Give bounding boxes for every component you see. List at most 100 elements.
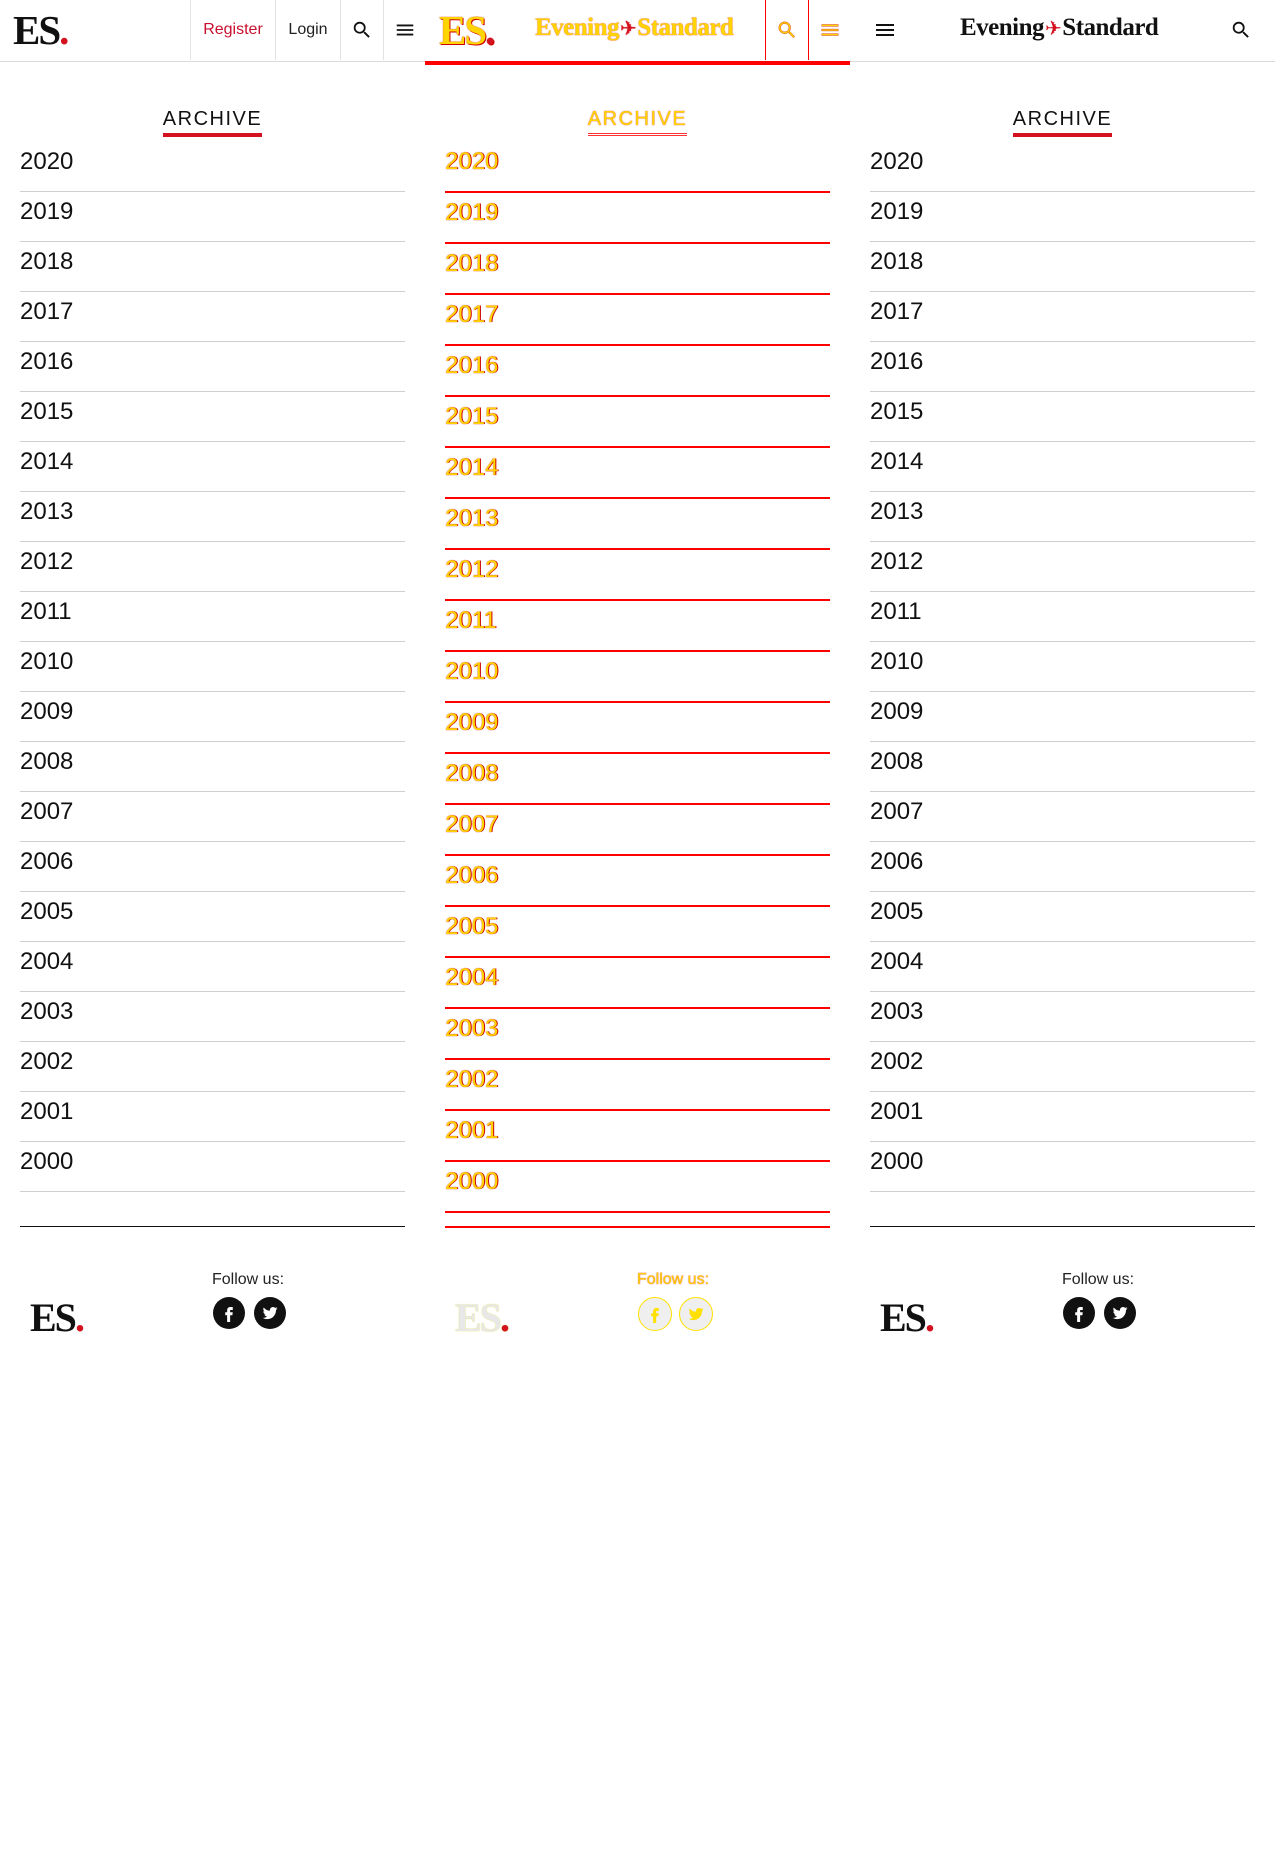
archive-year-link[interactable]: 2015 [20, 392, 405, 442]
archive-year-label: 2010 [445, 658, 499, 685]
archive-year-link[interactable]: 2017 [870, 292, 1255, 342]
menu-button[interactable] [383, 0, 425, 60]
search-button[interactable] [1230, 19, 1252, 41]
menu-button[interactable] [873, 18, 897, 42]
twitter-link[interactable] [254, 1297, 286, 1329]
archive-year-link[interactable]: 2019 [870, 192, 1255, 242]
search-button[interactable] [340, 0, 383, 60]
archive-year-link[interactable]: 2018 [445, 244, 830, 295]
archive-year-link[interactable]: 2011 [870, 592, 1255, 642]
archive-year-link[interactable]: 2002 [870, 1042, 1255, 1092]
archive-year-link[interactable]: 2015 [445, 397, 830, 448]
archive-year-label: 2015 [445, 403, 499, 430]
archive-year-label: 2020 [870, 148, 924, 175]
archive-year-link[interactable]: 2004 [20, 942, 405, 992]
archive-year-link[interactable]: 2008 [870, 742, 1255, 792]
archive-year-list: 2020 2019 2018 2017 2016 2015 2014 2013 2012 2011… [20, 142, 405, 1192]
facebook-link[interactable] [213, 1297, 245, 1329]
archive-year-link[interactable]: 2003 [445, 1009, 830, 1060]
archive-year-link[interactable]: 2014 [445, 448, 830, 499]
archive-year-label: 2001 [870, 1098, 924, 1125]
archive-year-link[interactable]: 2019 [445, 193, 830, 244]
site-footer: ES. Follow us: [850, 1250, 1275, 1370]
archive-year-link[interactable]: 2005 [445, 907, 830, 958]
archive-year-link[interactable]: 2006 [20, 842, 405, 892]
archive-year-link[interactable]: 2006 [445, 856, 830, 907]
register-button[interactable]: Register [190, 0, 275, 60]
archive-year-link[interactable]: 2010 [870, 642, 1255, 692]
archive-year-link[interactable]: 2005 [870, 892, 1255, 942]
archive-year-link[interactable]: 2020 [20, 142, 405, 192]
archive-year-link[interactable]: 2010 [445, 652, 830, 703]
archive-year-link[interactable]: 2011 [20, 592, 405, 642]
archive-year-link[interactable]: 2020 [870, 142, 1255, 192]
archive-year-link[interactable]: 2013 [445, 499, 830, 550]
archive-year-link[interactable]: 2006 [870, 842, 1255, 892]
archive-year-link[interactable]: 2001 [445, 1111, 830, 1162]
archive-year-link[interactable]: 2000 [20, 1142, 405, 1192]
archive-year-link[interactable]: 2003 [20, 992, 405, 1042]
es-logo[interactable]: ES. [13, 7, 69, 53]
twitter-link[interactable] [1104, 1297, 1136, 1329]
archive-year-link[interactable]: 2004 [870, 942, 1255, 992]
archive-year-link[interactable]: 2003 [870, 992, 1255, 1042]
footer-es-logo[interactable]: ES. [880, 1295, 935, 1340]
archive-year-link[interactable]: 2012 [20, 542, 405, 592]
archive-year-link[interactable]: 2008 [445, 754, 830, 805]
menu-button[interactable] [808, 0, 850, 60]
archive-year-link[interactable]: 2001 [20, 1092, 405, 1142]
archive-year-link[interactable]: 2005 [20, 892, 405, 942]
archive-year-label: 2011 [20, 598, 72, 625]
archive-year-link[interactable]: 2007 [445, 805, 830, 856]
archive-year-link[interactable]: 2013 [20, 492, 405, 542]
archive-year-link[interactable]: 2007 [870, 792, 1255, 842]
archive-year-link[interactable]: 2009 [20, 692, 405, 742]
archive-year-link[interactable]: 2012 [870, 542, 1255, 592]
facebook-link[interactable] [638, 1297, 672, 1331]
archive-year-link[interactable]: 2016 [20, 342, 405, 392]
archive-year-link[interactable]: 2013 [870, 492, 1255, 542]
archive-year-link[interactable]: 2002 [445, 1060, 830, 1111]
archive-year-link[interactable]: 2018 [870, 242, 1255, 292]
facebook-icon [220, 1304, 238, 1322]
archive-year-link[interactable]: 2009 [445, 703, 830, 754]
archive-year-link[interactable]: 2017 [20, 292, 405, 342]
twitter-link[interactable] [679, 1297, 713, 1331]
facebook-link[interactable] [1063, 1297, 1095, 1329]
archive-year-label: 2001 [20, 1098, 74, 1125]
archive-year-label: 2015 [870, 398, 924, 425]
archive-year-link[interactable]: 2012 [445, 550, 830, 601]
archive-year-label: 2017 [870, 298, 924, 325]
archive-year-link[interactable]: 2011 [445, 601, 830, 652]
archive-year-link[interactable]: 2009 [870, 692, 1255, 742]
archive-year-link[interactable]: 2015 [870, 392, 1255, 442]
archive-year-link[interactable]: 2020 [445, 142, 830, 193]
search-button[interactable] [765, 0, 808, 60]
evening-standard-wordmark[interactable]: Evening✈Standard [960, 14, 1159, 41]
archive-year-link[interactable]: 2010 [20, 642, 405, 692]
archive-year-label: 2014 [445, 454, 499, 481]
archive-year-link[interactable]: 2014 [870, 442, 1255, 492]
archive-year-link[interactable]: 2004 [445, 958, 830, 1009]
archive-year-link[interactable]: 2000 [870, 1142, 1255, 1192]
evening-standard-wordmark[interactable]: Evening✈Standard [535, 14, 734, 41]
archive-year-link[interactable]: 2016 [445, 346, 830, 397]
archive-year-link[interactable]: 2000 [445, 1162, 830, 1213]
archive-year-link[interactable]: 2008 [20, 742, 405, 792]
archive-year-link[interactable]: 2016 [870, 342, 1255, 392]
footer-es-logo[interactable]: ES. [30, 1295, 85, 1340]
archive-year-link[interactable]: 2007 [20, 792, 405, 842]
archive-year-link[interactable]: 2002 [20, 1042, 405, 1092]
login-button[interactable]: Login [275, 0, 340, 60]
archive-year-label: 2011 [870, 598, 922, 625]
archive-year-link[interactable]: 2014 [20, 442, 405, 492]
es-logo[interactable]: ES. [439, 7, 495, 53]
site-footer: ES. Follow us: [425, 1250, 850, 1370]
archive-year-link[interactable]: 2017 [445, 295, 830, 346]
archive-year-link[interactable]: 2019 [20, 192, 405, 242]
archive-year-label: 2010 [870, 648, 924, 675]
archive-year-label: 2013 [445, 505, 499, 532]
footer-es-logo[interactable]: ES. [455, 1295, 510, 1340]
archive-year-link[interactable]: 2001 [870, 1092, 1255, 1142]
archive-year-link[interactable]: 2018 [20, 242, 405, 292]
